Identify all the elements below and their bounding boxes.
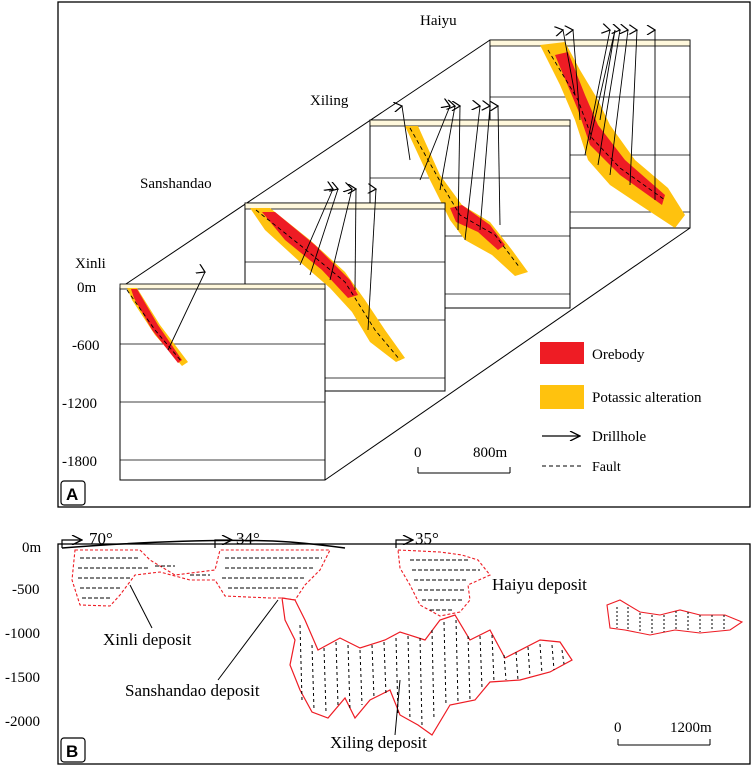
scale-b-zero: 0 (614, 720, 622, 736)
scale-bar-b: 0 1200m (614, 720, 712, 746)
legend-orebody-swatch (540, 342, 584, 364)
depth-label-0: 0m (77, 280, 97, 296)
dip-label-1: 70° (89, 529, 113, 548)
panel-a-frame (57, 1, 751, 508)
panel-a-tag: A (66, 485, 78, 504)
b-depth-1000: -1000 (5, 626, 40, 642)
legend-potassic-swatch (540, 385, 584, 409)
panel-b: 70° 34° 35° (5, 529, 751, 765)
dip-label-3: 35° (415, 529, 439, 548)
deposit-haiyu-lower-shape (606, 599, 744, 636)
label-xiling-deposit: Xiling deposit (330, 733, 427, 752)
deposit-xinli-shape (71, 549, 331, 607)
label-haiyu-deposit: Haiyu deposit (492, 575, 587, 594)
scale-a-length: 800m (473, 445, 508, 461)
xiling-orebody (450, 205, 505, 250)
dip-label-2: 34° (236, 529, 260, 548)
depth-label-1800: -1800 (62, 454, 97, 470)
label-xiling: Xiling (310, 93, 349, 109)
depth-label-1200: -1200 (62, 396, 97, 412)
sanshandao-potassic (250, 208, 405, 362)
deposit-haiyu-upper-shape (397, 549, 491, 617)
surface-topography (61, 539, 346, 549)
label-sanshandao-deposit: Sanshandao deposit (125, 681, 260, 700)
leader-sanshandao (217, 599, 279, 681)
panel-a: Haiyu Xiling Sanshandao Xinli 0m -600 -1… (57, 1, 751, 508)
scale-b-length: 1200m (670, 720, 712, 736)
legend-drillhole-label: Drillhole (592, 429, 646, 445)
label-haiyu: Haiyu (420, 13, 457, 29)
section-xinli (119, 272, 326, 481)
depth-label-600: -600 (72, 338, 100, 354)
legend: Orebody Potassic alteration Drillhole Fa… (540, 342, 702, 475)
panel-b-tag: B (66, 742, 78, 761)
b-depth-2000: -2000 (5, 714, 40, 730)
scale-bar-a: 0 800m (414, 445, 511, 474)
b-depth-1500: -1500 (5, 670, 40, 686)
label-xinli: Xinli (75, 256, 106, 272)
leader-xinli (129, 584, 153, 629)
legend-potassic-label: Potassic alteration (592, 390, 702, 406)
legend-fault-label: Fault (592, 460, 621, 475)
deposit-xiling-shape (281, 597, 573, 736)
label-xinli-deposit: Xinli deposit (103, 630, 192, 649)
scale-a-zero: 0 (414, 445, 422, 461)
xinli-orebody (131, 289, 182, 363)
b-depth-500: -500 (12, 582, 40, 598)
legend-orebody-label: Orebody (592, 347, 645, 363)
b-depth-0: 0m (22, 540, 42, 556)
label-sanshandao: Sanshandao (140, 176, 212, 192)
leader-xiling (394, 679, 401, 736)
haiyu-orebody (555, 52, 665, 205)
